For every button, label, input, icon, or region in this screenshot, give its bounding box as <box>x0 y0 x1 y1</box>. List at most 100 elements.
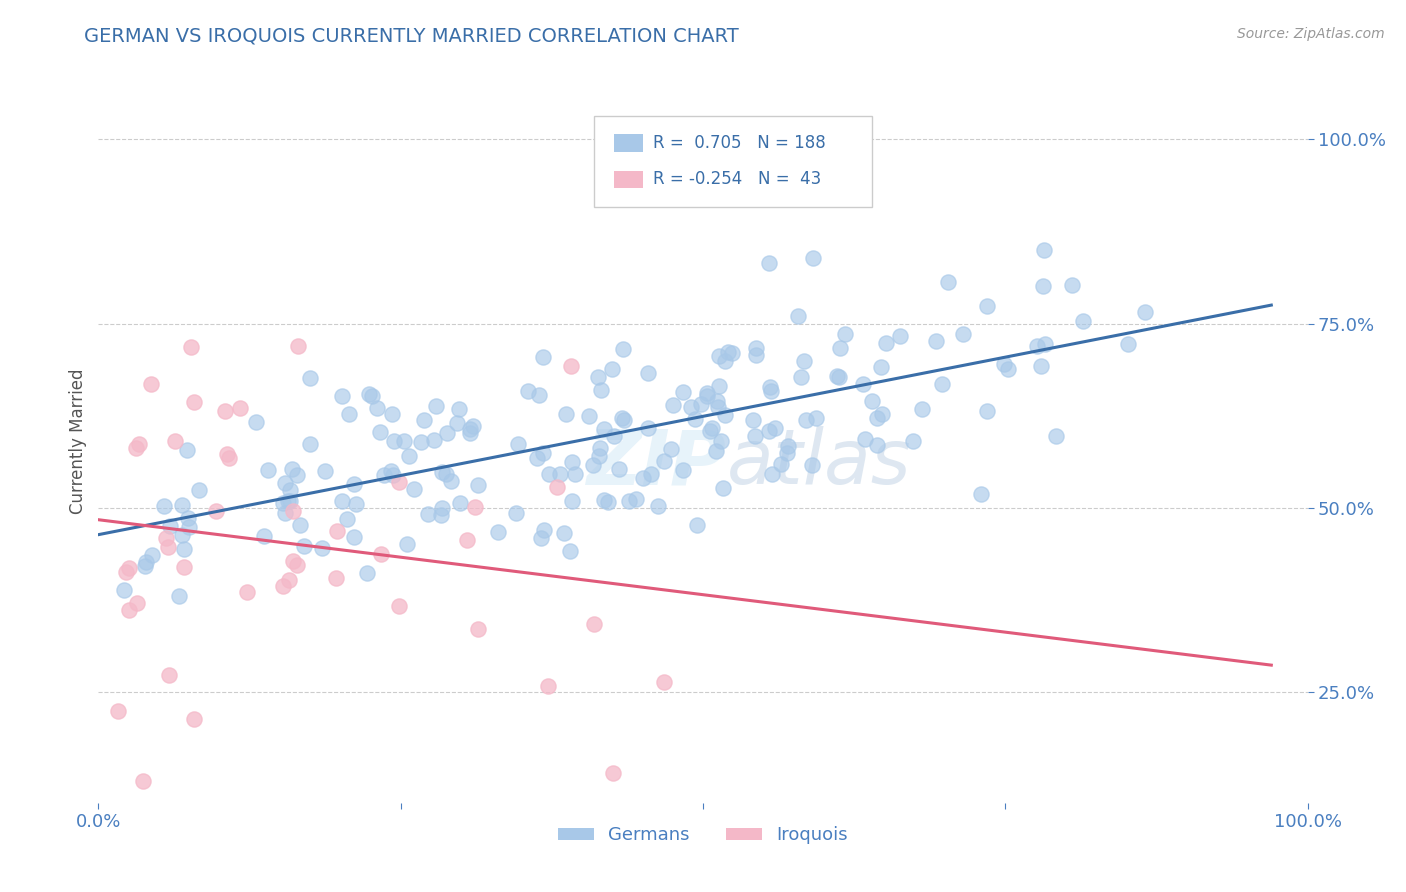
Point <box>141 548 163 562</box>
Point <box>125 442 148 456</box>
Point <box>330 493 353 508</box>
Point <box>506 437 529 451</box>
Point <box>366 401 388 416</box>
Point <box>588 449 610 463</box>
Point <box>866 438 889 452</box>
Point <box>430 508 453 522</box>
Point <box>631 471 654 485</box>
Point <box>637 421 659 435</box>
Point <box>925 334 948 348</box>
Point <box>828 341 851 355</box>
Point <box>180 340 202 354</box>
Point <box>681 400 703 414</box>
Point <box>388 599 411 613</box>
Point <box>553 526 575 541</box>
Point <box>792 354 814 368</box>
Point <box>436 426 458 441</box>
Point <box>776 446 799 460</box>
Point <box>516 384 538 399</box>
Point <box>796 413 818 427</box>
Point <box>745 347 768 361</box>
Point <box>325 571 347 585</box>
Point <box>381 407 404 421</box>
Point <box>125 596 148 610</box>
Point <box>387 475 409 490</box>
Point <box>229 401 252 415</box>
Point <box>711 481 734 495</box>
Point <box>602 361 624 376</box>
Point <box>173 560 195 574</box>
Point <box>398 449 420 463</box>
Point <box>787 309 810 323</box>
Point <box>1045 429 1067 443</box>
Point <box>870 407 893 421</box>
Point <box>257 463 280 477</box>
Point <box>422 433 444 447</box>
Point <box>853 432 876 446</box>
Point <box>1116 336 1139 351</box>
Point <box>447 402 470 417</box>
Point <box>467 478 489 492</box>
Point <box>299 437 322 451</box>
Point <box>800 458 823 473</box>
Point <box>280 483 302 497</box>
Point <box>759 384 782 398</box>
Point <box>440 475 463 489</box>
Point <box>458 422 481 436</box>
Point <box>285 468 308 483</box>
Point <box>277 494 299 508</box>
Point <box>281 554 304 568</box>
Point <box>589 383 612 397</box>
Point <box>163 434 186 449</box>
Point <box>652 454 675 468</box>
Point <box>141 377 163 392</box>
Point <box>970 487 993 501</box>
Point <box>546 480 568 494</box>
Point <box>170 528 193 542</box>
Point <box>394 434 416 449</box>
Point <box>825 369 848 384</box>
Point <box>598 494 620 508</box>
Point <box>409 435 432 450</box>
Point <box>603 428 626 442</box>
Point <box>613 413 636 427</box>
Point <box>274 506 297 520</box>
Point <box>706 394 728 409</box>
Point <box>217 447 239 461</box>
Point <box>134 558 156 573</box>
Point <box>1025 339 1047 353</box>
Point <box>235 584 257 599</box>
Point <box>763 420 786 434</box>
Point <box>176 443 198 458</box>
Y-axis label: Currently Married: Currently Married <box>69 368 87 515</box>
Point <box>335 512 357 526</box>
Point <box>128 437 150 451</box>
Point <box>699 424 721 438</box>
Point <box>359 387 381 401</box>
Point <box>531 445 554 459</box>
Point <box>866 411 889 425</box>
Point <box>381 467 404 482</box>
Point <box>115 565 138 579</box>
Point <box>558 544 581 558</box>
Point <box>555 408 578 422</box>
Point <box>619 493 641 508</box>
Point <box>278 493 301 508</box>
Point <box>214 404 236 418</box>
Point <box>564 467 586 481</box>
Point <box>118 561 141 575</box>
Point <box>526 450 548 465</box>
Point <box>314 464 336 478</box>
Point <box>177 519 200 533</box>
Point <box>434 467 457 482</box>
Point <box>790 369 813 384</box>
Point <box>976 299 998 313</box>
Point <box>700 420 723 434</box>
Point <box>662 398 685 412</box>
Point <box>758 256 780 270</box>
Point <box>167 590 190 604</box>
Point <box>586 370 609 384</box>
Point <box>801 251 824 265</box>
Text: GERMAN VS IROQUOIS CURRENTLY MARRIED CORRELATION CHART: GERMAN VS IROQUOIS CURRENTLY MARRIED COR… <box>84 27 740 45</box>
Point <box>157 541 180 555</box>
